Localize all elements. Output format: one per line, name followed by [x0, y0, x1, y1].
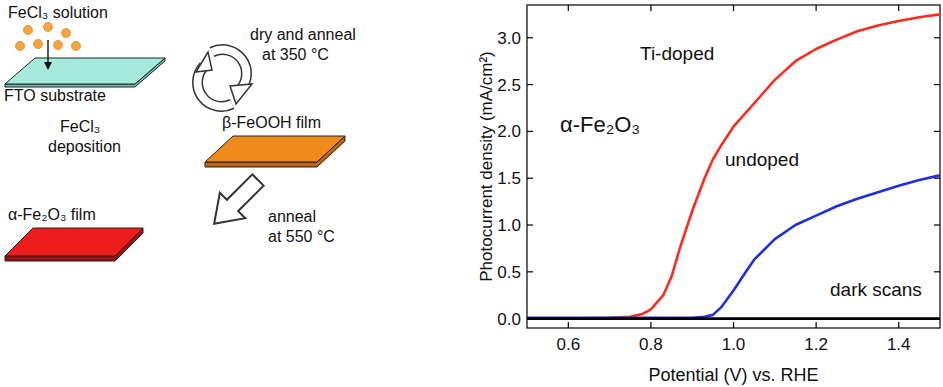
x-tick-label: 1.2 — [804, 335, 828, 354]
series-label: dark scans — [830, 279, 922, 300]
cycle-step-text: FeCl₃ — [60, 118, 100, 135]
substrate-label: FTO substrate — [4, 87, 106, 104]
plot-frame — [527, 5, 940, 328]
y-tick-label: 2.0 — [497, 122, 521, 141]
x-tick-label: 1.0 — [722, 335, 746, 354]
chart: 0.6 0.8 1.0 1.2 1.4 0.0 0.5 1.0 1.5 2.0 2.5 3.0 Pote… — [477, 5, 940, 385]
solution-drop — [16, 42, 25, 51]
x-tick-top — [568, 5, 569, 11]
series-label: Ti-doped — [640, 43, 714, 64]
solution-drop — [24, 26, 33, 35]
y-tick — [527, 224, 533, 225]
cycle-arrowhead-forward — [230, 84, 252, 104]
y-axis-title: Photocurrent density (mA/cm²) — [477, 51, 496, 282]
cycle-step-text: dry and anneal — [250, 26, 356, 43]
x-tick — [650, 322, 651, 328]
y-tick — [527, 178, 533, 179]
fto-substrate-edge — [5, 58, 165, 87]
anneal-arrow — [201, 167, 270, 236]
cycle-arrow-back-outline — [198, 66, 232, 106]
cycle-step-text: deposition — [48, 138, 121, 155]
series-line — [527, 175, 940, 317]
synthesis-diagram: FeCl₃ solution FTO substrate dry and annea… — [4, 4, 356, 261]
x-tick-top — [733, 5, 734, 11]
anneal-text: anneal — [268, 208, 316, 225]
cycle-arrow-forward-outline — [212, 50, 246, 90]
hematite-film — [5, 228, 143, 261]
cycle-arrow-forward — [212, 50, 246, 90]
y-tick — [527, 131, 533, 132]
x-tick-label: 1.4 — [887, 335, 911, 354]
cycle-arrow-back — [198, 66, 232, 106]
series-line — [527, 317, 940, 320]
solution-label: FeCl₃ solution — [8, 4, 108, 21]
y-tick-right — [934, 84, 940, 85]
fto-substrate-top — [5, 58, 165, 84]
cycle-step-text: at 350 °C — [262, 46, 329, 63]
feooh-film — [205, 136, 345, 167]
x-tick — [898, 322, 899, 328]
deposition-arrowhead — [44, 62, 52, 70]
x-tick — [568, 322, 569, 328]
anneal-arrow-shape — [201, 167, 270, 236]
y-tick-right — [934, 131, 940, 132]
solution-drop — [62, 29, 71, 38]
y-tick-right — [934, 37, 940, 38]
x-tick — [733, 322, 734, 328]
x-tick-top — [898, 5, 899, 11]
y-tick-right — [934, 224, 940, 225]
x-tick-label: 0.6 — [556, 335, 580, 354]
cycle-arrowhead-back — [196, 52, 212, 72]
hematite-film-edge — [5, 228, 143, 261]
series-label: undoped — [725, 149, 799, 170]
solution-drop — [34, 40, 43, 49]
y-tick-label: 0.5 — [497, 263, 521, 282]
y-tick-label: 2.5 — [497, 76, 521, 95]
x-tick-top — [815, 5, 816, 11]
y-tick-right — [934, 271, 940, 272]
solution-drop — [44, 23, 53, 32]
intermediate-label: β-FeOOH film — [222, 114, 321, 131]
final-label: α-Fe₂O₃ film — [8, 206, 96, 223]
fto-substrate — [5, 58, 165, 87]
x-tick-label: 0.8 — [639, 335, 663, 354]
y-tick-label: 1.0 — [497, 216, 521, 235]
y-tick — [527, 271, 533, 272]
y-tick-label: 0.0 — [497, 310, 521, 329]
feooh-film-edge — [205, 136, 345, 167]
x-tick — [815, 322, 816, 328]
solution-drop — [54, 41, 63, 50]
y-tick-label: 1.5 — [497, 169, 521, 188]
y-tick-label: 3.0 — [497, 29, 521, 48]
feooh-film-top — [205, 136, 345, 162]
series-line — [527, 14, 940, 318]
hematite-film-top — [5, 228, 143, 256]
annotation: α-Fe₂O₃ — [560, 112, 640, 137]
y-tick — [527, 37, 533, 38]
figure: FeCl₃ solution FTO substrate dry and annea… — [0, 0, 943, 387]
plot-area — [527, 14, 940, 318]
anneal-text: at 550 °C — [268, 228, 335, 245]
solution-drop — [72, 42, 81, 51]
x-tick-top — [650, 5, 651, 11]
y-tick — [527, 84, 533, 85]
x-axis-title: Potential (V) vs. RHE — [648, 365, 818, 385]
